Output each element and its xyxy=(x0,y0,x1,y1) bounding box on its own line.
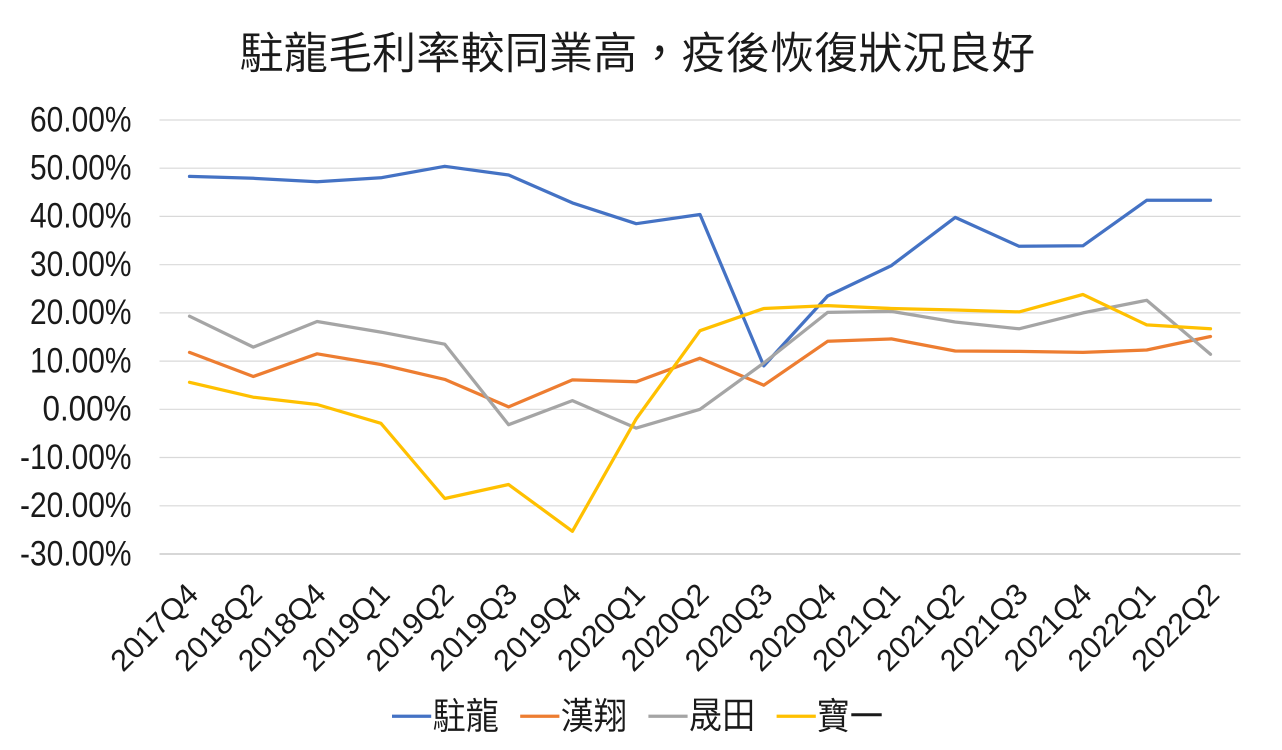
svg-text:30.00%: 30.00% xyxy=(30,245,132,284)
svg-text:0.00%: 0.00% xyxy=(43,390,132,429)
svg-text:-10.00%: -10.00% xyxy=(20,438,132,477)
svg-text:40.00%: 40.00% xyxy=(30,197,132,236)
svg-text:-30.00%: -30.00% xyxy=(20,534,132,573)
svg-text:20.00%: 20.00% xyxy=(30,293,132,332)
svg-text:60.00%: 60.00% xyxy=(30,100,132,139)
svg-text:50.00%: 50.00% xyxy=(30,149,132,188)
svg-text:-20.00%: -20.00% xyxy=(20,486,132,525)
svg-text:10.00%: 10.00% xyxy=(30,341,132,380)
